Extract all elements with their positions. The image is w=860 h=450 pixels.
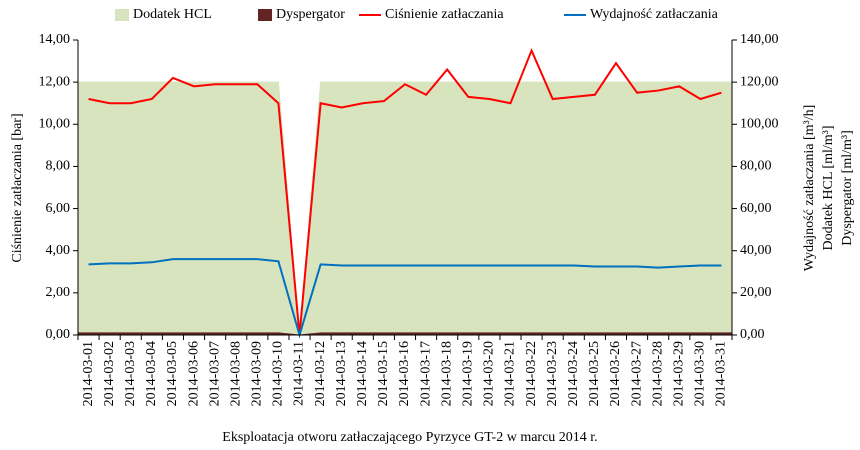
x-tick-label: 2014-03-22 — [524, 341, 539, 406]
y2-tick-label: 120,00 — [740, 74, 779, 89]
x-tick-label: 2014-03-05 — [165, 341, 180, 406]
legend-label: Ciśnienie zatłaczania — [385, 7, 504, 22]
x-tick-label: 2014-03-12 — [313, 341, 328, 406]
y-tick-label: 4,00 — [46, 243, 71, 258]
x-tick-label: 2014-03-09 — [250, 341, 265, 406]
x-tick-label: 2014-03-06 — [186, 341, 201, 406]
x-tick-label: 2014-03-08 — [228, 341, 243, 406]
y-tick-label: 8,00 — [46, 159, 71, 174]
x-tick-label: 2014-03-14 — [355, 341, 370, 406]
x-tick-label: 2014-03-20 — [482, 341, 497, 406]
x-tick-label: 2014-03-31 — [714, 341, 729, 406]
y-tick-label: 0,00 — [46, 327, 71, 342]
x-tick-label: 2014-03-25 — [587, 341, 602, 406]
legend-label: Dyspergator — [276, 7, 345, 22]
x-tick-label: 2014-03-01 — [81, 341, 96, 406]
x-tick-label: 2014-03-28 — [650, 341, 665, 406]
x-tick-label: 2014-03-21 — [503, 341, 518, 406]
x-tick-label: 2014-03-07 — [207, 341, 222, 406]
line — [88, 258, 722, 339]
x-tick-label: 2014-03-27 — [629, 341, 644, 406]
y-axis-label: Ciśnienie zatłaczania [bar] — [10, 113, 25, 262]
y2-tick-label: 0,00 — [740, 327, 765, 342]
x-tick-label: 2014-03-30 — [693, 341, 708, 406]
y2-axis-label: Dodatek HCL [ml/m³] — [821, 126, 836, 251]
x-tick-label: 2014-03-29 — [671, 341, 686, 406]
y2-tick-label: 40,00 — [740, 243, 772, 258]
x-tick-label: 2014-03-18 — [439, 341, 454, 406]
y2-tick-label: 80,00 — [740, 159, 772, 174]
y2-tick-label: 60,00 — [740, 201, 772, 216]
area — [77, 81, 733, 336]
x-tick-label: 2014-03-02 — [102, 341, 117, 406]
y-tick-label: 12,00 — [39, 74, 71, 89]
x-tick-label: 2014-03-15 — [376, 341, 391, 406]
x-tick-label: 2014-03-03 — [123, 341, 138, 406]
x-tick-label: 2014-03-17 — [418, 341, 433, 406]
y-tick-label: 10,00 — [39, 117, 71, 132]
legend-label: Dodatek HCL — [133, 7, 212, 22]
x-tick-label: 2014-03-13 — [334, 341, 349, 406]
x-tick-label: 2014-03-24 — [566, 341, 581, 406]
y-tick-label: 14,00 — [39, 32, 71, 47]
x-tick-label: 2014-03-11 — [292, 341, 307, 406]
y-tick-label: 2,00 — [46, 285, 71, 300]
x-tick-label: 2014-03-16 — [397, 341, 412, 406]
y-tick-label: 6,00 — [46, 201, 71, 216]
x-axis-label: Eksploatacja otworu zatłaczającego Pyrzy… — [222, 430, 597, 445]
y2-tick-label: 140,00 — [740, 32, 779, 47]
y2-tick-label: 100,00 — [740, 117, 779, 132]
line — [88, 47, 722, 336]
y2-axis-label: Dyspergator [ml/m³] — [840, 130, 855, 246]
legend-swatch — [115, 9, 129, 21]
legend-label: Wydajność zatłaczania — [590, 7, 719, 22]
x-tick-label: 2014-03-19 — [461, 341, 476, 406]
y2-tick-label: 20,00 — [740, 285, 772, 300]
legend-swatch — [258, 9, 272, 21]
area — [77, 332, 733, 336]
x-tick-label: 2014-03-10 — [271, 341, 286, 406]
x-tick-label: 2014-03-04 — [144, 341, 159, 406]
x-tick-label: 2014-03-23 — [545, 341, 560, 406]
y2-axis-label: Wydajność zatłaczania [m³/h] — [802, 105, 817, 272]
x-tick-label: 2014-03-26 — [608, 341, 623, 406]
